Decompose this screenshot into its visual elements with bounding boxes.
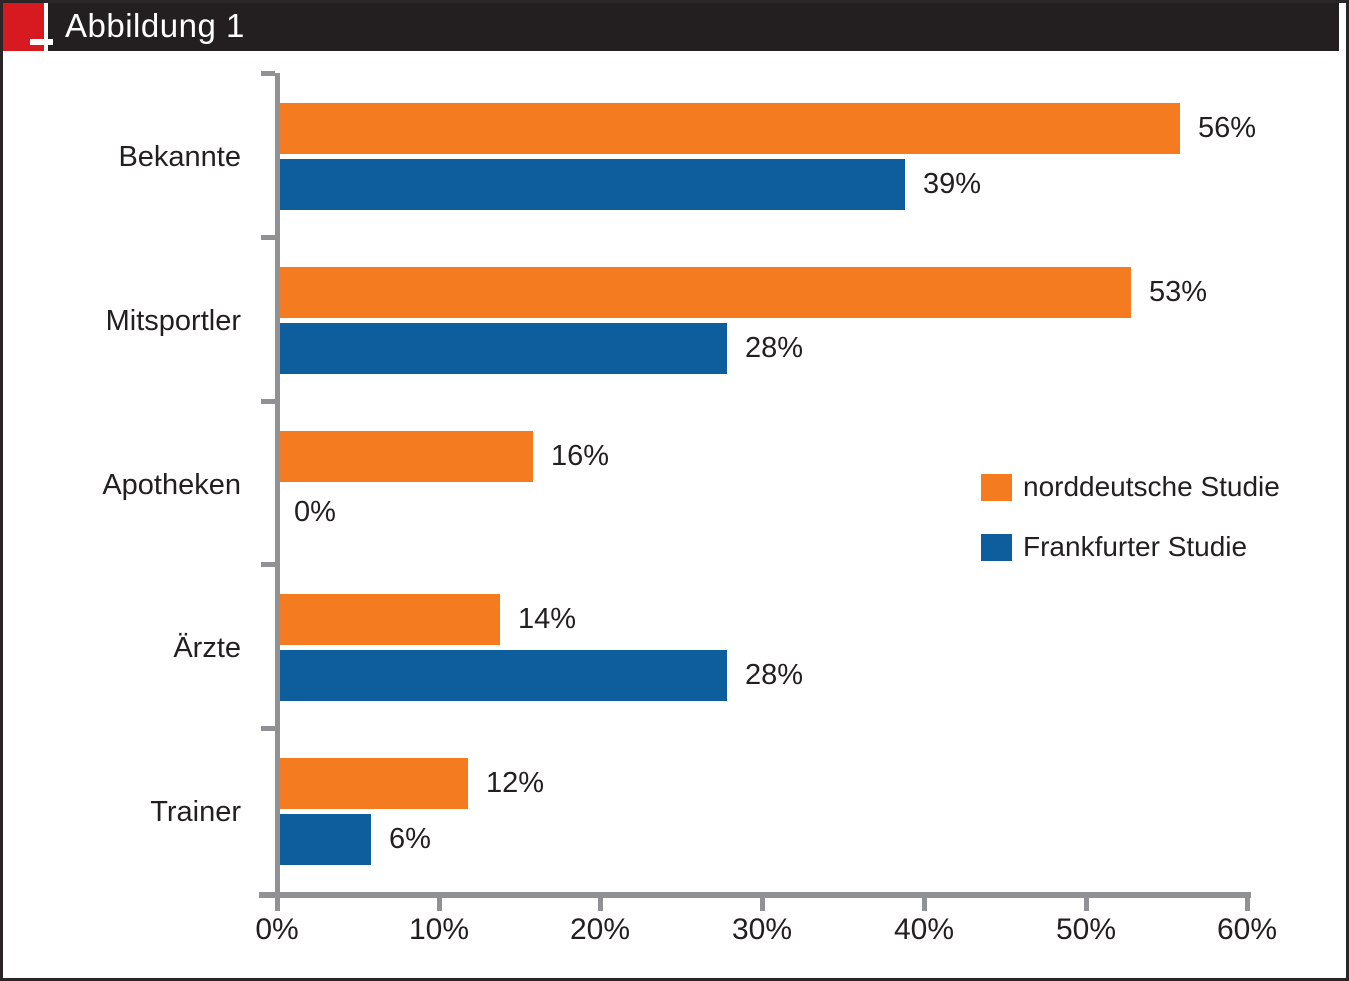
x-axis-tick [922, 898, 927, 911]
bar-norddeutsche-bekannte [280, 103, 1180, 154]
category-label: Bekannte [118, 141, 241, 173]
value-label: 6% [389, 823, 431, 855]
legend-item-norddeutsche-studie: norddeutsche Studie [981, 471, 1280, 502]
bar-frankfurter-ärzte [280, 650, 727, 701]
value-label: 39% [923, 168, 982, 200]
category-label: Mitsportler [105, 305, 241, 337]
legend-swatch-orange [981, 473, 1012, 501]
x-axis [259, 892, 1251, 898]
y-axis-tick [261, 71, 275, 76]
x-axis-tick [598, 898, 603, 911]
x-axis-tick [760, 898, 765, 911]
category-label: Apotheken [102, 469, 241, 501]
value-label: 56% [1198, 112, 1257, 144]
value-label: 0% [294, 496, 336, 528]
bar-frankfurter-bekannte [280, 159, 905, 210]
legend-item-frankfurter-studie: Frankfurter Studie [981, 531, 1280, 562]
legend-swatch-blue [981, 533, 1012, 561]
figure-header: Abbildung 1 [3, 3, 1339, 51]
x-tick-label: 30% [731, 913, 793, 946]
x-tick-label: 60% [1216, 913, 1278, 946]
chart-legend: norddeutsche Studie Frankfurter Studie [981, 471, 1280, 593]
x-tick-label: 10% [408, 913, 470, 946]
x-tick-label: 0% [255, 913, 299, 946]
category-label: Trainer [150, 796, 241, 828]
y-axis [275, 73, 280, 892]
logo-mark [3, 3, 53, 51]
y-axis-tick [261, 235, 275, 240]
y-axis-tick [261, 726, 275, 731]
value-label: 16% [551, 440, 610, 472]
legend-label: norddeutsche Studie [1023, 471, 1280, 502]
x-tick-label: 20% [569, 913, 631, 946]
figure-title: Abbildung 1 [65, 7, 245, 44]
logo-underscore-icon [30, 39, 53, 45]
bar-norddeutsche-trainer [280, 758, 468, 809]
value-label: 14% [518, 603, 577, 635]
bar-norddeutsche-mitsportler [280, 267, 1131, 318]
x-tick-label: 50% [1055, 913, 1117, 946]
x-axis-tick [1084, 898, 1089, 911]
bar-frankfurter-mitsportler [280, 323, 727, 374]
legend-label: Frankfurter Studie [1023, 531, 1248, 562]
x-axis-tick [437, 898, 442, 911]
bar-frankfurter-trainer [280, 814, 371, 865]
bar-norddeutsche-ärzte [280, 594, 500, 645]
x-axis-tick [275, 898, 280, 911]
value-label: 28% [745, 659, 804, 691]
y-axis-tick [261, 399, 275, 404]
value-label: 53% [1149, 276, 1208, 308]
value-label: 12% [486, 767, 545, 799]
value-label: 28% [745, 332, 804, 364]
y-axis-tick [261, 562, 275, 567]
x-axis-tick [1245, 898, 1250, 911]
x-tick-label: 40% [893, 913, 955, 946]
bar-norddeutsche-apotheken [280, 431, 533, 482]
category-label: Ärzte [173, 632, 241, 664]
